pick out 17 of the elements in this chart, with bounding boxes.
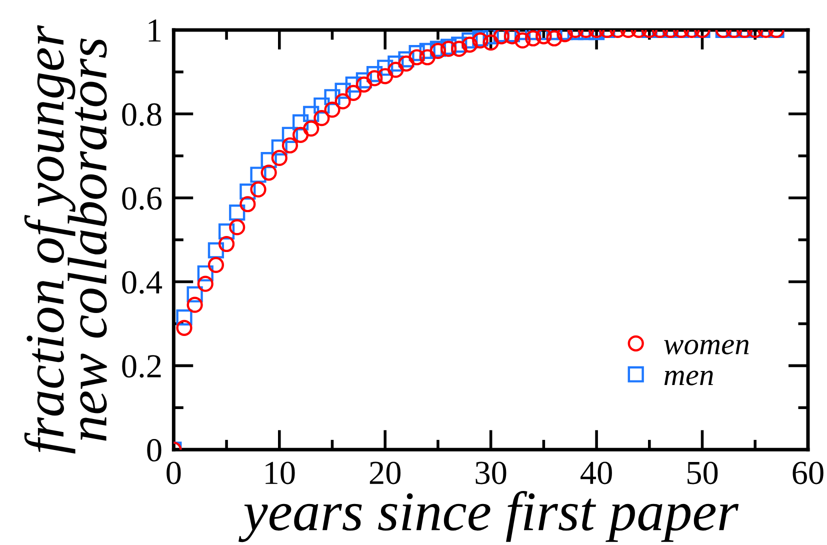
- y-tick-label: 0.8: [122, 103, 162, 126]
- legend-label: men: [664, 370, 713, 386]
- y-tick-label: 0.2: [122, 355, 161, 378]
- y-tick-label: 0.4: [122, 271, 162, 294]
- x-tick-label: 30: [476, 462, 506, 484]
- x-tick-label: 0: [166, 462, 181, 484]
- x-tick-label: 60: [792, 462, 824, 484]
- x-tick-label: 10: [266, 462, 295, 484]
- x-tick-label: 50: [688, 462, 718, 484]
- x-tick-label: 20: [370, 462, 400, 484]
- legend-label: women: [664, 340, 749, 354]
- x-tick-label: 40: [580, 462, 612, 484]
- y-tick-label: 0.6: [122, 187, 162, 210]
- y-tick-label: 0: [147, 439, 162, 462]
- y-axis-title: fraction of younger new collaborators: [24, 25, 107, 454]
- x-axis-title: years since first paper: [238, 490, 739, 542]
- y-tick-label: 1: [148, 20, 161, 42]
